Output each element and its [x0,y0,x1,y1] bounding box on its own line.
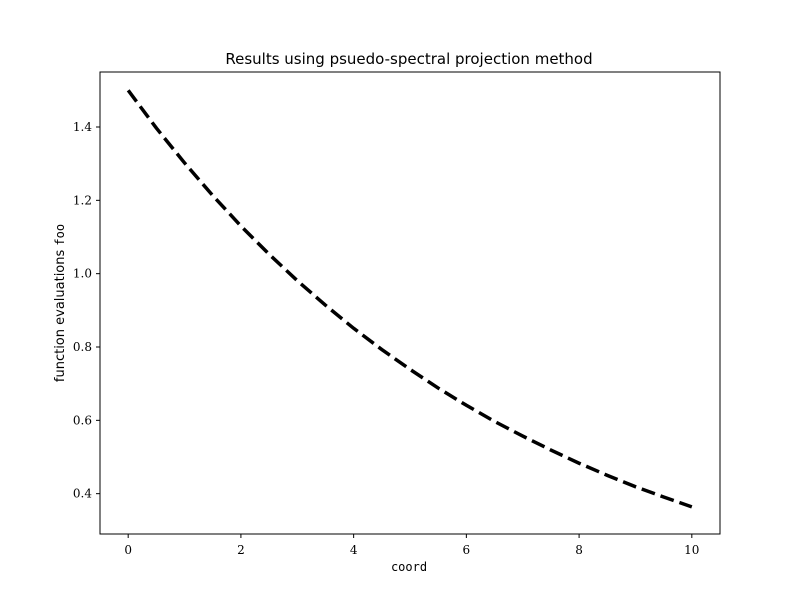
y-tick-label: 0.4 [73,487,92,501]
y-tick-label: 0.8 [73,340,92,354]
y-tick-label: 1.4 [73,120,92,134]
x-tick-label: 0 [124,543,132,557]
series-line [126,89,693,509]
y-axis: 0.4 0.6 0.8 1.0 1.2 1.4 [73,120,100,501]
y-axis-label: function evaluations foo [53,224,68,382]
x-tick-label: 4 [350,543,358,557]
axes-frame [99,71,721,535]
x-tick-label: 2 [237,543,245,557]
y-tick-label: 0.6 [73,413,92,427]
y-tick-label: 1.2 [73,193,92,207]
y-axis-label-code: foo [53,224,67,246]
x-tick-label: 6 [463,543,471,557]
x-axis: 0 2 4 6 8 10 [124,534,699,557]
x-axis-label: coord [391,560,427,574]
x-tick-label: 10 [684,543,699,557]
plot-area [99,71,721,535]
y-axis-label-text: function evaluations [53,246,68,383]
chart-title: Results using psuedo-spectral projection… [225,50,592,68]
y-tick-label: 1.0 [73,267,92,281]
x-tick-label: 8 [575,543,583,557]
